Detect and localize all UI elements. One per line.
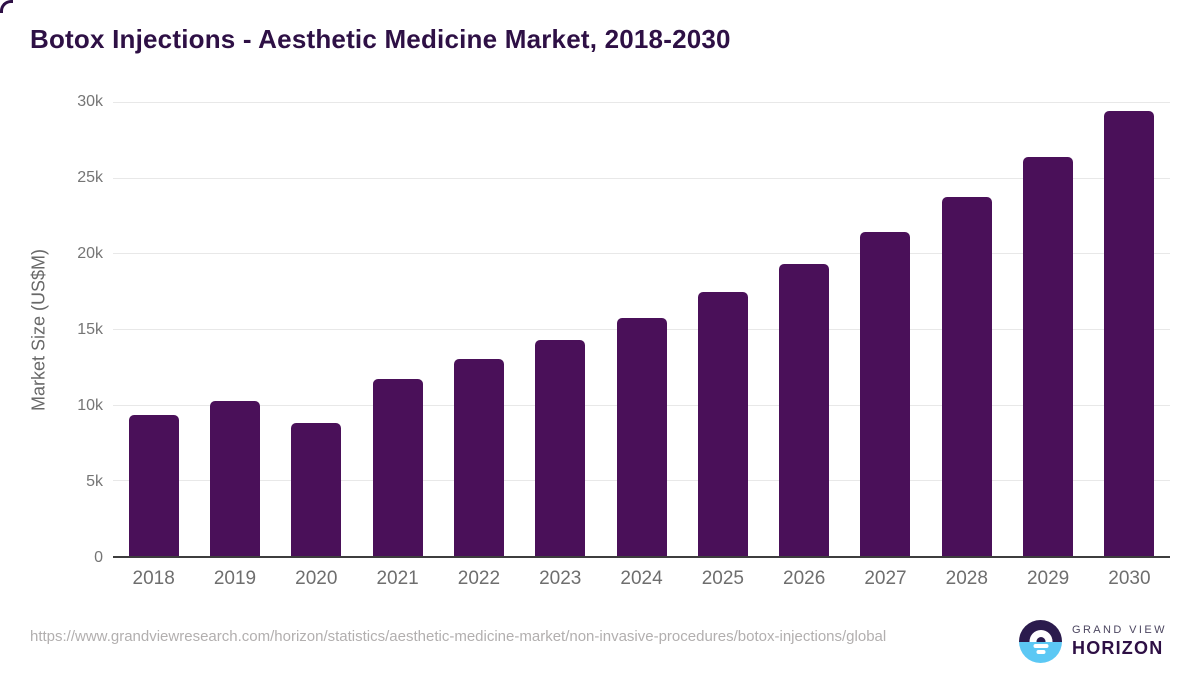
bars-row xyxy=(113,102,1170,556)
x-tick-label: 2021 xyxy=(376,568,419,589)
bar-slot xyxy=(682,102,763,556)
bar-slot xyxy=(764,102,845,556)
bar-slot xyxy=(276,102,357,556)
x-tick-label: 2026 xyxy=(783,568,826,589)
bar-slot xyxy=(357,102,438,556)
logo-horizon-text: HORIZON xyxy=(1072,638,1164,658)
x-tick-label: 2029 xyxy=(1026,568,1070,589)
bar-2027[interactable] xyxy=(860,232,911,556)
x-tick-label: 2018 xyxy=(132,568,175,589)
y-tick-label: 5k xyxy=(86,473,103,490)
x-tick-label: 2024 xyxy=(620,568,663,589)
x-axis-labels: 2018 2019 2020 2021 2022 2023 2024 2025 2026 2027… xyxy=(113,568,1170,590)
bar-2022[interactable] xyxy=(453,359,504,556)
y-tick-label: 20k xyxy=(77,244,103,262)
logo-grand-view-text: GRAND VIEW xyxy=(1072,624,1167,636)
x-tick-label: 2022 xyxy=(457,568,501,589)
bar-slot xyxy=(520,102,601,556)
bar-2030[interactable] xyxy=(1104,111,1155,556)
grand-view-horizon-logo[interactable]: GRAND VIEW HORIZON xyxy=(1019,620,1167,663)
x-tick-label: 2028 xyxy=(945,568,988,589)
plot-area xyxy=(113,102,1170,558)
x-tick-label: 2020 xyxy=(295,568,338,589)
bar-2021[interactable] xyxy=(372,378,423,556)
bar-slot xyxy=(194,102,275,556)
bar-2019[interactable] xyxy=(209,400,260,556)
x-tick-label: 2030 xyxy=(1108,568,1151,589)
gridline xyxy=(113,102,1170,103)
y-tick-label: 25k xyxy=(77,168,103,186)
bar-slot xyxy=(1089,102,1170,556)
bar-2024[interactable] xyxy=(616,317,667,556)
y-tick-label: 10k xyxy=(77,396,103,414)
bar-2020[interactable] xyxy=(291,422,342,556)
bar-slot xyxy=(926,102,1007,556)
bar-2028[interactable] xyxy=(941,197,992,556)
y-axis-labels: 0 5k 10k 15k 20k 25k 30k xyxy=(0,93,103,566)
y-tick-label: 30k xyxy=(77,93,103,110)
gridline xyxy=(113,253,1170,255)
horizon-sunrise-icon xyxy=(1019,620,1062,663)
x-tick-label: 2019 xyxy=(213,568,257,589)
x-tick-label: 2025 xyxy=(701,568,744,589)
gridline xyxy=(113,177,1170,179)
logo-wordmark: GRAND VIEW HORIZON xyxy=(1072,624,1167,659)
bar-slot xyxy=(845,102,926,556)
x-tick-label: 2027 xyxy=(864,568,907,589)
bar-2026[interactable] xyxy=(779,263,830,556)
bar-2025[interactable] xyxy=(697,291,748,556)
x-tick-label: 2023 xyxy=(539,568,582,589)
bar-slot xyxy=(601,102,682,556)
bar-slot xyxy=(113,102,194,556)
bar-slot xyxy=(1007,102,1088,556)
chart-title: Botox Injections - Aesthetic Medicine Ma… xyxy=(30,24,731,54)
bar-2023[interactable] xyxy=(535,340,586,556)
card-corner-decoration xyxy=(0,0,13,13)
bar-2029[interactable] xyxy=(1023,157,1074,556)
bar-2018[interactable] xyxy=(128,415,179,556)
y-tick-label: 15k xyxy=(77,321,103,338)
y-tick-label: 0 xyxy=(94,549,103,566)
bar-slot xyxy=(438,102,519,556)
source-url: https://www.grandviewresearch.com/horizo… xyxy=(30,628,887,645)
